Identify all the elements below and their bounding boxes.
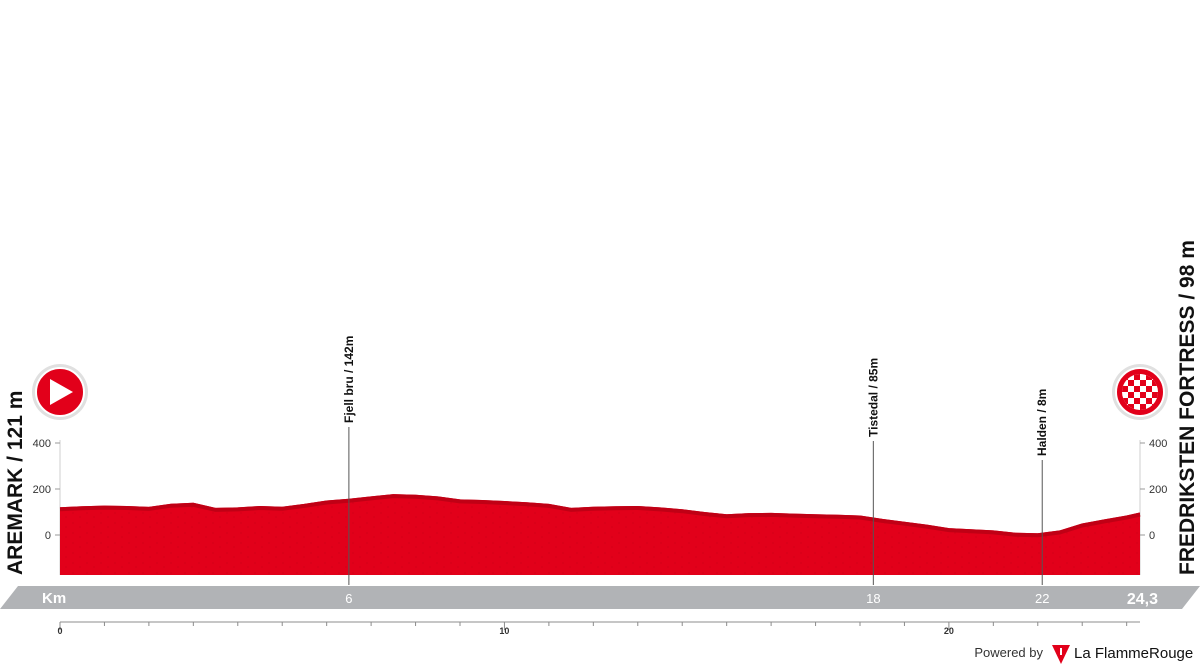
- total-distance-label: 24,3: [1127, 591, 1158, 608]
- km-scale-ticks: 0 10 20: [57, 622, 1128, 636]
- waypoint-km-label: 18: [866, 591, 880, 606]
- elevation-ridge: [59, 494, 1141, 538]
- distance-bar: [0, 586, 1200, 609]
- finish-label: FREDRIKSTEN FORTRESS / 98 m: [1176, 240, 1199, 575]
- flame-logo-icon: [1052, 645, 1070, 664]
- y-tick-label-left: 200: [33, 484, 51, 496]
- start-label: AREMARK / 121 m: [4, 391, 27, 575]
- y-tick-label-left: 0: [45, 530, 51, 542]
- start-marker: [32, 364, 88, 420]
- distance-bar-labels: 6 18 22: [345, 591, 1049, 606]
- y-ticks-right: 400 200 0: [1140, 438, 1167, 542]
- km-scale-label: 20: [944, 626, 954, 636]
- elevation-area: [59, 494, 1141, 575]
- y-tick-label-left: 400: [33, 438, 51, 450]
- waypoint-label: Tistedal / 85m: [866, 358, 880, 437]
- y-ticks-left: 400 200 0: [33, 438, 60, 542]
- waypoint-label: Halden / 8m: [1035, 389, 1049, 456]
- checkered-flag-icon: [1122, 374, 1158, 410]
- km-scale-label: 0: [57, 626, 62, 636]
- powered-by-text: Powered by: [974, 645, 1043, 660]
- y-tick-label-right: 400: [1149, 438, 1167, 450]
- waypoint-label: Fjell bru / 142m: [342, 336, 356, 423]
- waypoints-layer: Fjell bru / 142m Tistedal / 85m Halden / 8…: [342, 336, 1049, 585]
- waypoint-km-label: 6: [345, 591, 352, 606]
- km-unit-label: Km: [42, 590, 66, 607]
- finish-marker: [1112, 364, 1168, 420]
- brand-name: La FlammeRouge: [1074, 645, 1193, 662]
- y-tick-label-right: 200: [1149, 484, 1167, 496]
- waypoint-km-label: 22: [1035, 591, 1049, 606]
- elevation-texture: [60, 494, 1140, 575]
- km-scale-label: 10: [499, 626, 509, 636]
- y-tick-label-right: 0: [1149, 530, 1155, 542]
- play-arrow-icon: [50, 379, 73, 405]
